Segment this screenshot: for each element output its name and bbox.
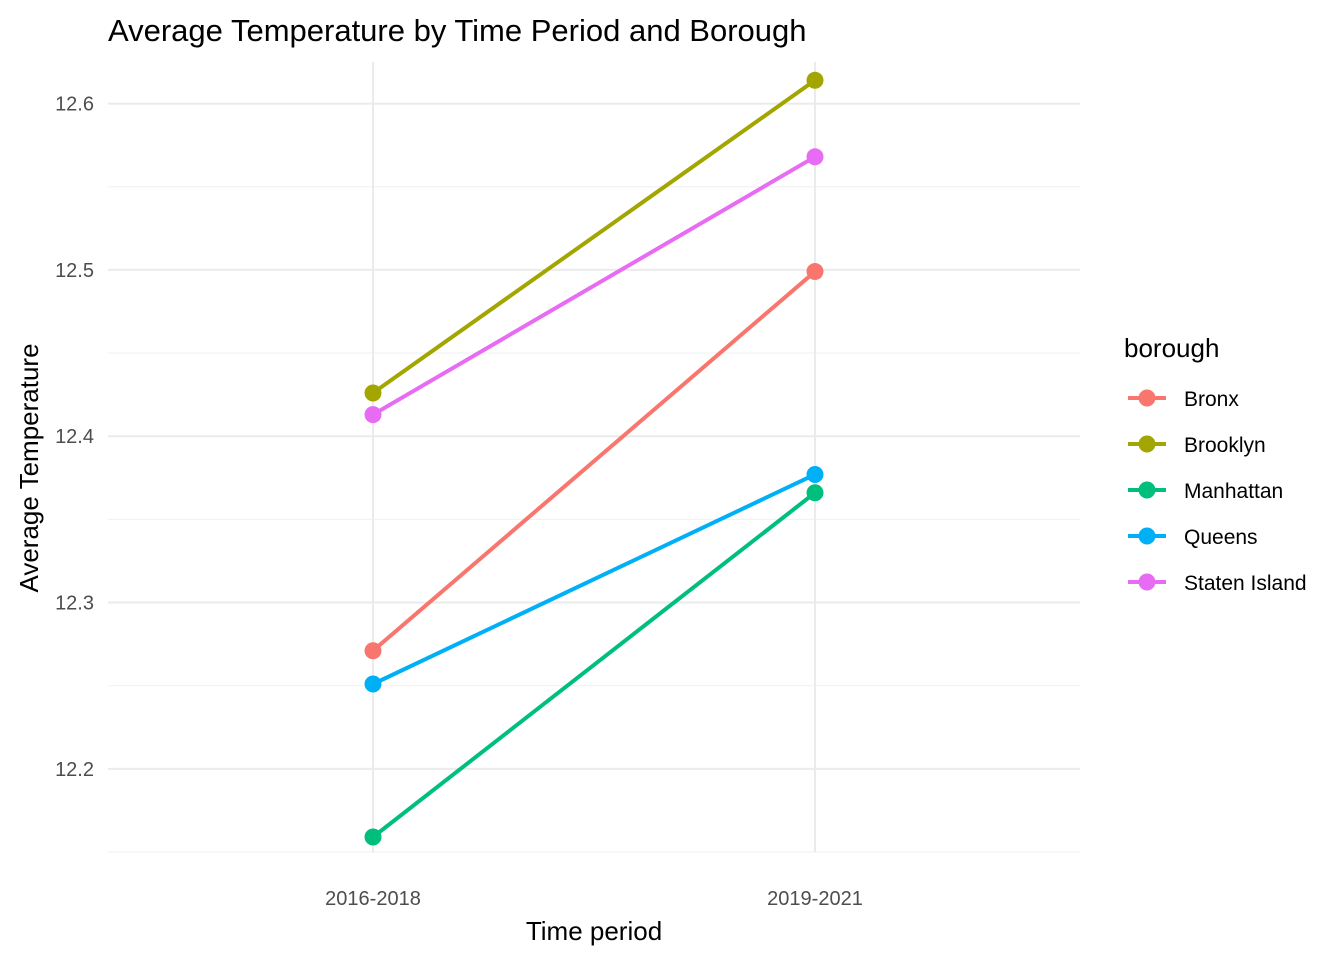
series-staten-island — [364, 148, 824, 424]
data-point — [364, 384, 382, 402]
data-point — [806, 465, 824, 483]
legend-label: Brooklyn — [1184, 434, 1266, 457]
data-point — [806, 484, 824, 502]
series-line — [371, 270, 817, 653]
legend-label: Manhattan — [1184, 480, 1283, 503]
legend-key-point — [1138, 435, 1156, 453]
data-point — [364, 675, 382, 693]
x-tick-label: 2016-2018 — [325, 888, 421, 910]
legend-key-point — [1138, 481, 1156, 499]
legend-title: borough — [1124, 333, 1219, 363]
y-tick-label: 12.4 — [55, 426, 94, 448]
legend-label: Staten Island — [1184, 572, 1307, 595]
series-line — [371, 491, 817, 839]
x-axis-title: Time period — [526, 916, 662, 946]
legend-key-point — [1138, 573, 1156, 591]
y-axis-title: Average Temperature — [14, 343, 44, 592]
legend-key-point — [1138, 527, 1156, 545]
y-tick-label: 12.2 — [55, 759, 94, 781]
data-point — [364, 828, 382, 846]
series-bronx — [364, 263, 824, 660]
legend-item: Staten Island — [1128, 572, 1307, 595]
y-tick-label: 12.3 — [55, 593, 94, 615]
series-brooklyn — [364, 71, 824, 402]
data-point — [806, 263, 824, 281]
series-layer — [364, 71, 824, 846]
legend: borough Bronx Brooklyn Manhattan Queens Stat… — [1124, 333, 1307, 595]
series-queens — [364, 465, 824, 693]
data-point — [806, 148, 824, 166]
legend-key-point — [1138, 389, 1156, 407]
legend-item: Bronx — [1128, 388, 1239, 411]
grid — [108, 62, 1080, 853]
series-line — [371, 155, 817, 417]
chart-title: Average Temperature by Time Period and B… — [108, 13, 807, 48]
data-point — [806, 71, 824, 89]
y-tick-label: 12.5 — [55, 260, 94, 282]
data-point — [364, 406, 382, 424]
legend-item: Manhattan — [1128, 480, 1283, 503]
legend-item: Queens — [1128, 526, 1258, 549]
series-manhattan — [364, 484, 824, 846]
series-line — [371, 78, 817, 395]
legend-label: Queens — [1184, 526, 1258, 549]
data-point — [364, 642, 382, 660]
x-axis: 2016-2018 2019-2021 — [325, 888, 863, 910]
legend-item: Brooklyn — [1128, 434, 1266, 457]
x-tick-label: 2019-2021 — [767, 888, 863, 910]
series-line — [372, 472, 816, 686]
legend-label: Bronx — [1184, 388, 1239, 411]
y-tick-label: 12.6 — [55, 94, 94, 116]
y-axis: 12.2 12.3 12.4 12.5 12.6 — [55, 94, 94, 781]
